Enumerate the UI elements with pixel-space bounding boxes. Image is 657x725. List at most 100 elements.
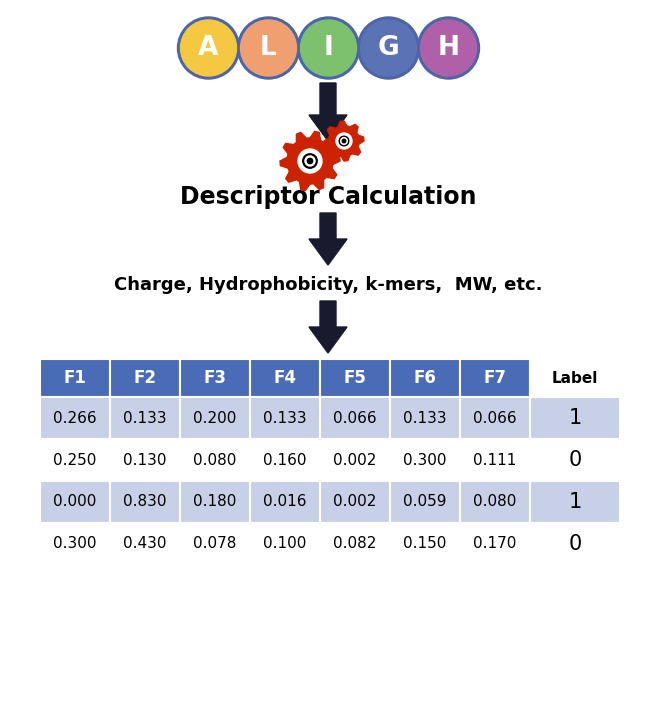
Bar <box>460 523 530 565</box>
Circle shape <box>305 156 315 166</box>
Text: 1: 1 <box>568 408 581 428</box>
Text: H: H <box>438 35 459 61</box>
Circle shape <box>237 17 300 79</box>
Text: F6: F6 <box>414 369 436 387</box>
Text: I: I <box>324 35 333 61</box>
Bar <box>320 523 390 565</box>
Text: Charge, Hydrophobicity, k-mers,  MW, etc.: Charge, Hydrophobicity, k-mers, MW, etc. <box>114 276 542 294</box>
Text: 0.266: 0.266 <box>53 410 97 426</box>
Bar <box>530 359 620 397</box>
Bar <box>40 397 110 439</box>
Text: 0.430: 0.430 <box>124 536 167 552</box>
Bar <box>40 359 110 397</box>
Text: 0.150: 0.150 <box>403 536 447 552</box>
Text: 0.066: 0.066 <box>333 410 377 426</box>
Circle shape <box>240 20 296 76</box>
Text: F5: F5 <box>344 369 367 387</box>
Circle shape <box>420 20 476 76</box>
Circle shape <box>339 136 349 146</box>
Bar <box>110 397 180 439</box>
Bar <box>180 439 250 481</box>
Text: 0.082: 0.082 <box>333 536 376 552</box>
Text: 0.133: 0.133 <box>403 410 447 426</box>
Bar <box>250 523 320 565</box>
Bar <box>110 523 180 565</box>
Circle shape <box>181 20 237 76</box>
Circle shape <box>340 138 348 144</box>
Text: F3: F3 <box>204 369 227 387</box>
Text: G: G <box>378 35 399 61</box>
Text: Label: Label <box>552 370 599 386</box>
Text: F2: F2 <box>133 369 156 387</box>
Text: 0.111: 0.111 <box>474 452 517 468</box>
Bar <box>320 481 390 523</box>
Text: Descriptor Calculation: Descriptor Calculation <box>180 185 476 209</box>
Bar <box>180 523 250 565</box>
Bar <box>250 359 320 397</box>
Bar <box>320 359 390 397</box>
Bar <box>460 439 530 481</box>
Text: F7: F7 <box>484 369 507 387</box>
Circle shape <box>298 149 322 173</box>
Text: F4: F4 <box>273 369 296 387</box>
Text: 0.080: 0.080 <box>193 452 237 468</box>
Text: 0.016: 0.016 <box>263 494 307 510</box>
Bar <box>180 397 250 439</box>
Bar <box>460 397 530 439</box>
Bar <box>530 481 620 523</box>
FancyArrow shape <box>309 213 347 265</box>
Circle shape <box>417 17 480 79</box>
Text: 0.002: 0.002 <box>333 452 376 468</box>
Polygon shape <box>280 131 340 191</box>
Bar <box>390 523 460 565</box>
Circle shape <box>303 154 317 168</box>
Bar <box>390 481 460 523</box>
Bar <box>530 523 620 565</box>
Circle shape <box>307 158 313 164</box>
Circle shape <box>342 139 346 143</box>
Bar <box>110 481 180 523</box>
Text: 0.180: 0.180 <box>193 494 237 510</box>
Bar <box>530 439 620 481</box>
Text: 0.066: 0.066 <box>473 410 517 426</box>
Text: 0.830: 0.830 <box>124 494 167 510</box>
Bar <box>460 481 530 523</box>
Text: 0.078: 0.078 <box>193 536 237 552</box>
Bar <box>530 397 620 439</box>
Circle shape <box>361 20 417 76</box>
FancyArrow shape <box>309 83 347 141</box>
Bar <box>320 397 390 439</box>
Text: 0: 0 <box>568 450 581 470</box>
Text: F1: F1 <box>64 369 87 387</box>
Text: 0.130: 0.130 <box>124 452 167 468</box>
Bar <box>250 481 320 523</box>
Bar <box>320 439 390 481</box>
Text: 0.133: 0.133 <box>124 410 167 426</box>
Bar <box>40 439 110 481</box>
Bar <box>250 397 320 439</box>
Circle shape <box>298 17 359 79</box>
Text: 0.059: 0.059 <box>403 494 447 510</box>
Bar <box>390 397 460 439</box>
Text: L: L <box>260 35 277 61</box>
Circle shape <box>336 133 352 149</box>
Bar <box>460 359 530 397</box>
Polygon shape <box>324 121 364 161</box>
Text: 0: 0 <box>568 534 581 554</box>
Text: A: A <box>198 35 219 61</box>
Text: 0.300: 0.300 <box>53 536 97 552</box>
Bar <box>40 523 110 565</box>
Text: 0.080: 0.080 <box>474 494 517 510</box>
Bar <box>180 481 250 523</box>
Text: 0.100: 0.100 <box>263 536 307 552</box>
Bar <box>110 439 180 481</box>
Bar <box>110 359 180 397</box>
Text: 0.170: 0.170 <box>474 536 517 552</box>
Text: 0.000: 0.000 <box>53 494 97 510</box>
Circle shape <box>300 20 357 76</box>
Bar <box>390 439 460 481</box>
Text: 0.160: 0.160 <box>263 452 307 468</box>
Text: 0.300: 0.300 <box>403 452 447 468</box>
Text: 1: 1 <box>568 492 581 512</box>
Text: 0.250: 0.250 <box>53 452 97 468</box>
